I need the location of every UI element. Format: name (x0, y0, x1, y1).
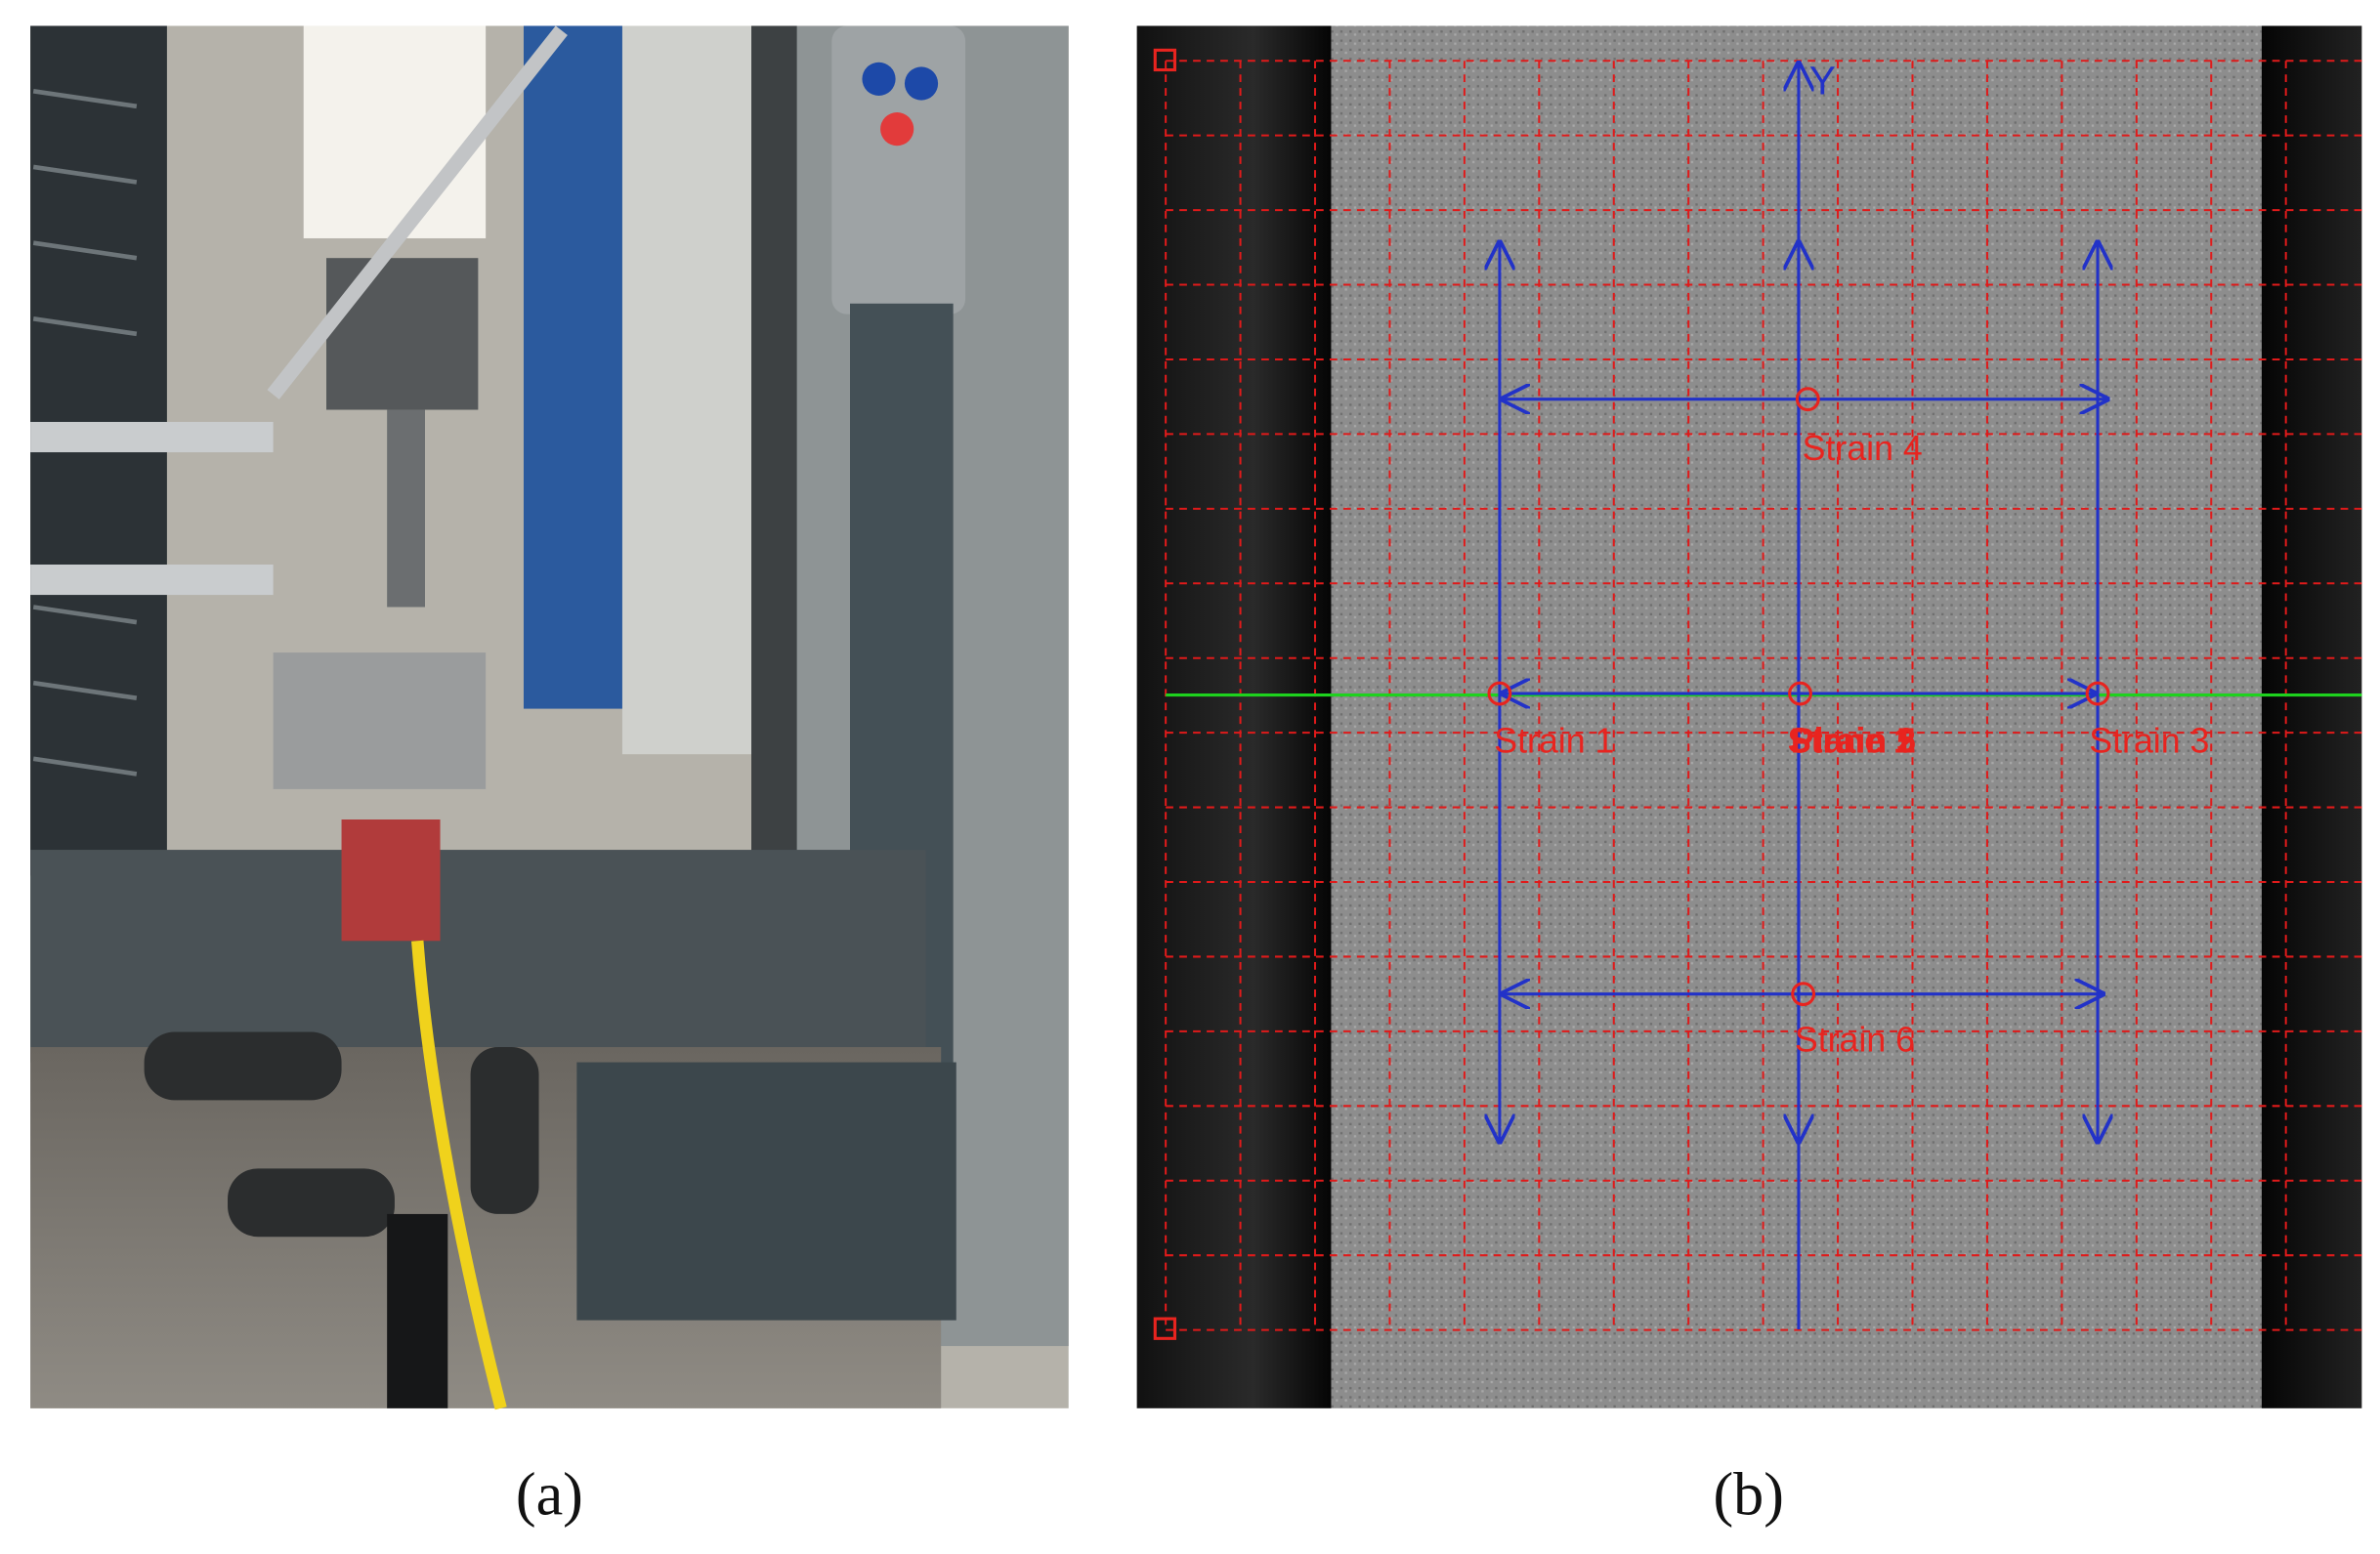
panel-label: (a) (516, 1462, 583, 1529)
plane-label: Plane 1 (1791, 722, 1913, 761)
strain-label: Strain 1 (1494, 722, 1614, 761)
strain-label: Strain 6 (1795, 1021, 1915, 1060)
strain-label: Strain 3 (2089, 722, 2209, 761)
strain-label: Strain 5 (1788, 722, 1916, 761)
panel-label: (b) (1713, 1462, 1783, 1529)
photo-panel (30, 25, 1069, 1410)
dic-panel: Y Strain 1 Strain 2 Strain 3 Strain 4 St… (1136, 25, 2362, 1408)
axis-label: Y (1809, 58, 1836, 103)
strain-label: Strain 2 (1788, 722, 1916, 761)
strain-label: Strain 4 (1803, 429, 1923, 468)
points (1153, 48, 2110, 1340)
